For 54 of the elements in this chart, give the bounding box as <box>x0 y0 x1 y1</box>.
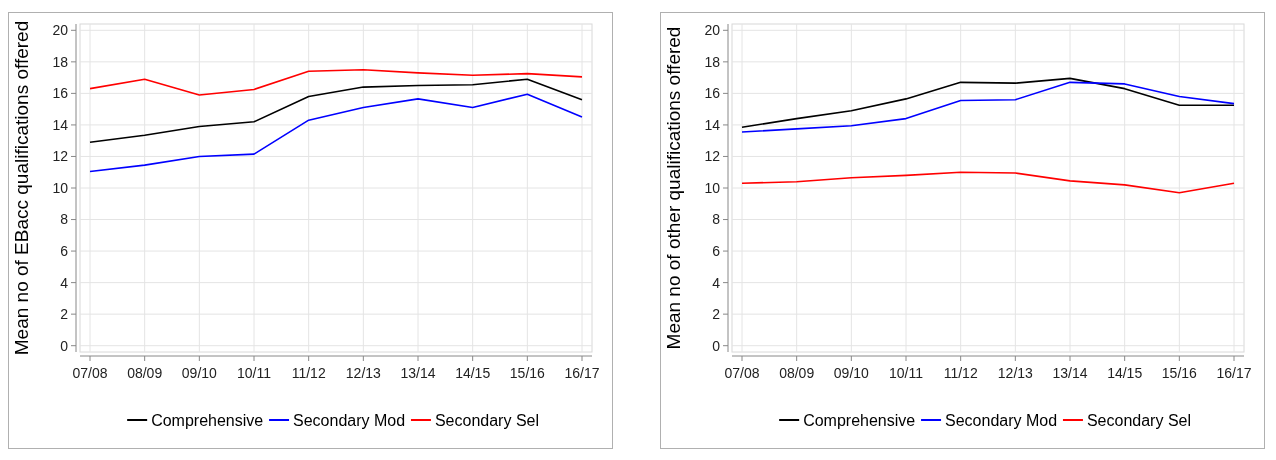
y-tick-label: 4 <box>60 274 69 291</box>
x-tick-label: 10/11 <box>237 365 272 381</box>
x-tick-label: 16/17 <box>1216 365 1252 381</box>
x-tick-label: 14/15 <box>455 365 491 381</box>
line-series <box>89 68 583 96</box>
y-tick-label: 18 <box>52 53 69 70</box>
x-tick-label: 07/08 <box>724 365 760 381</box>
y-tick-label: 6 <box>712 242 721 259</box>
y-axis-title: Mean no of other qualifications offered <box>663 26 684 350</box>
y-tick-label: 20 <box>704 22 721 39</box>
y-tick-label: 0 <box>60 337 69 354</box>
line-series <box>89 93 583 173</box>
legend-label: Comprehensive <box>151 411 264 429</box>
x-tick-label: 11/12 <box>943 365 978 381</box>
legend-label: Comprehensive <box>803 411 916 429</box>
x-tick-label: 12/13 <box>997 365 1034 381</box>
x-tick-label: 11/12 <box>291 365 326 381</box>
y-tick-label: 12 <box>52 148 69 165</box>
legend-label: Secondary Sel <box>1086 411 1192 429</box>
y-tick-label: 2 <box>60 306 69 323</box>
y-tick-label: 14 <box>704 116 721 133</box>
y-tick-label: 16 <box>52 85 69 102</box>
x-tick-label: 13/14 <box>1052 365 1088 381</box>
x-tick-label: 16/17 <box>564 365 600 381</box>
y-tick-label: 4 <box>712 274 721 291</box>
legend-label: Secondary Mod <box>293 411 406 429</box>
x-tick-label: 15/16 <box>509 365 546 381</box>
y-tick-label: 12 <box>704 148 721 165</box>
x-tick-label: 08/09 <box>779 365 815 381</box>
y-axis-title: Mean no of EBacc qualifications offered <box>11 20 32 356</box>
y-tick-label: 18 <box>704 53 721 70</box>
x-tick-label: 12/13 <box>345 365 382 381</box>
line-series <box>741 171 1235 194</box>
x-tick-label: 10/11 <box>889 365 924 381</box>
y-tick-label: 20 <box>52 22 69 39</box>
x-tick-label: 08/09 <box>127 365 163 381</box>
x-tick-label: 09/10 <box>833 365 870 381</box>
y-tick-label: 2 <box>712 306 721 323</box>
y-tick-label: 0 <box>712 337 721 354</box>
x-tick-label: 14/15 <box>1107 365 1143 381</box>
y-tick-label: 8 <box>712 211 721 228</box>
x-tick-label: 15/16 <box>1161 365 1198 381</box>
y-tick-label: 14 <box>52 116 69 133</box>
y-tick-label: 16 <box>704 85 721 102</box>
y-tick-label: 6 <box>60 242 69 259</box>
y-tick-label: 10 <box>704 179 721 196</box>
x-tick-label: 07/08 <box>72 365 108 381</box>
legend-label: Secondary Mod <box>945 411 1058 429</box>
legend-label: Secondary Sel <box>434 411 540 429</box>
x-tick-label: 09/10 <box>181 365 218 381</box>
line-series <box>89 78 583 144</box>
y-tick-label: 8 <box>60 211 69 228</box>
y-tick-label: 10 <box>52 179 69 196</box>
x-tick-label: 13/14 <box>400 365 436 381</box>
